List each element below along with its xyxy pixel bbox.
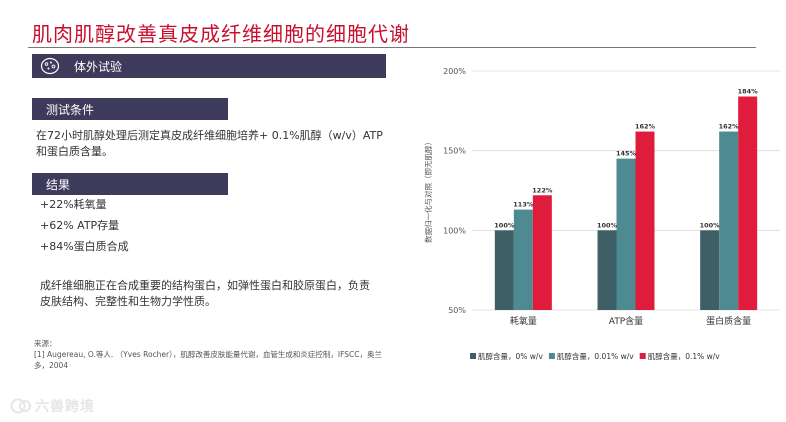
bar [597, 230, 617, 310]
y-axis-title: 数据归一化与对照（即无肌醇） [423, 138, 433, 243]
bar-chart: 50% 100% 150% 200% 数据归一化与对照（即无肌醇） 耗氧量 ATP含量 蛋白质… [423, 67, 780, 361]
bar [513, 209, 533, 310]
test-conditions-text: 在72小时肌醇处理后测定真皮成纤维细胞培养+ 0.1%肌醇（w/v）ATP和蛋白… [36, 129, 383, 158]
vc-logo-icon [10, 398, 31, 414]
result-item-atp: +62% ATP存量 [40, 219, 120, 232]
x-category-label: 蛋白质含量 [706, 315, 751, 327]
results-list: +22%耗氧量 +62% ATP存量 +84%蛋白质合成 [40, 197, 129, 260]
in-vitro-header: 体外试验 [32, 54, 386, 78]
bar-value-label: 162% [635, 123, 656, 131]
axis-layer: 50% 100% 150% 200% 数据归一化与对照（即无肌醇） 耗氧量 ATP含量 蛋白质… [423, 67, 751, 327]
title-divider [28, 47, 756, 48]
source-text: [1] Augereau, O.等人. （Yves Rocher），肌醇改善皮肤… [34, 350, 383, 370]
legend-label: 肌醇含量，0% w/v [478, 351, 543, 361]
bar-value-label: 162% [719, 123, 740, 131]
y-tick-label: 150% [443, 147, 466, 156]
bar-value-label: 184% [738, 87, 759, 95]
bar [494, 230, 514, 310]
y-tick-label: 200% [443, 67, 466, 76]
bar [700, 230, 720, 310]
in-vitro-header-label: 体外试验 [74, 59, 123, 74]
bar-value-label: 122% [532, 186, 553, 194]
results-header-label: 结果 [46, 177, 71, 192]
bar-value-label: 100% [597, 221, 618, 229]
petri-dish-icon [40, 57, 60, 75]
source-label: 来源： [34, 339, 57, 348]
page-title: 肌肉肌醇改善真皮成纤维细胞的细胞代谢 [32, 22, 410, 46]
bar [532, 195, 552, 310]
source-citation: 来源： [1] Augereau, O.等人. （Yves Rocher），肌醇… [34, 338, 384, 371]
bar [738, 96, 758, 310]
label-layer: 100% 113% 122% 100% 145% 162% 100% 162% 184% [494, 87, 758, 229]
x-category-label: 耗氧量 [510, 315, 537, 327]
y-tick-label: 50% [448, 306, 466, 315]
results-header: 结果 [32, 173, 228, 195]
bar-value-label: 100% [494, 221, 515, 229]
test-conditions-header-label: 测试条件 [46, 102, 95, 117]
bar-value-label: 113% [513, 201, 534, 209]
bar-value-label: 145% [616, 150, 637, 158]
test-conditions-header: 测试条件 [32, 98, 228, 120]
x-category-label: ATP含量 [609, 315, 643, 327]
description-text: 成纤维细胞正在合成重要的结构蛋白，如弹性蛋白和胶原蛋白，负责皮肤结构、完整性和生… [40, 279, 370, 308]
result-item-oxygen: +22%耗氧量 [40, 198, 107, 211]
legend-swatch [639, 353, 646, 359]
legend-layer: 肌醇含量，0% w/v 肌醇含量，0.01% w/v 肌醇含量，0.1% w/v [470, 351, 720, 361]
watermark-text: 六兽跨境 [35, 399, 95, 415]
legend-swatch [548, 353, 555, 359]
bar [616, 158, 636, 310]
legend-swatch [470, 353, 476, 359]
y-tick-label: 100% [443, 226, 466, 235]
bar-layer [494, 96, 758, 310]
watermark: 六兽跨境 [10, 396, 95, 416]
bar-value-label: 100% [700, 221, 721, 229]
bar [635, 131, 655, 310]
bar [719, 131, 739, 310]
legend-label: 肌醇含量，0.1% w/v [648, 351, 721, 361]
result-item-protein: +84%蛋白质合成 [40, 240, 129, 253]
legend-label: 肌醇含量，0.01% w/v [557, 351, 634, 361]
